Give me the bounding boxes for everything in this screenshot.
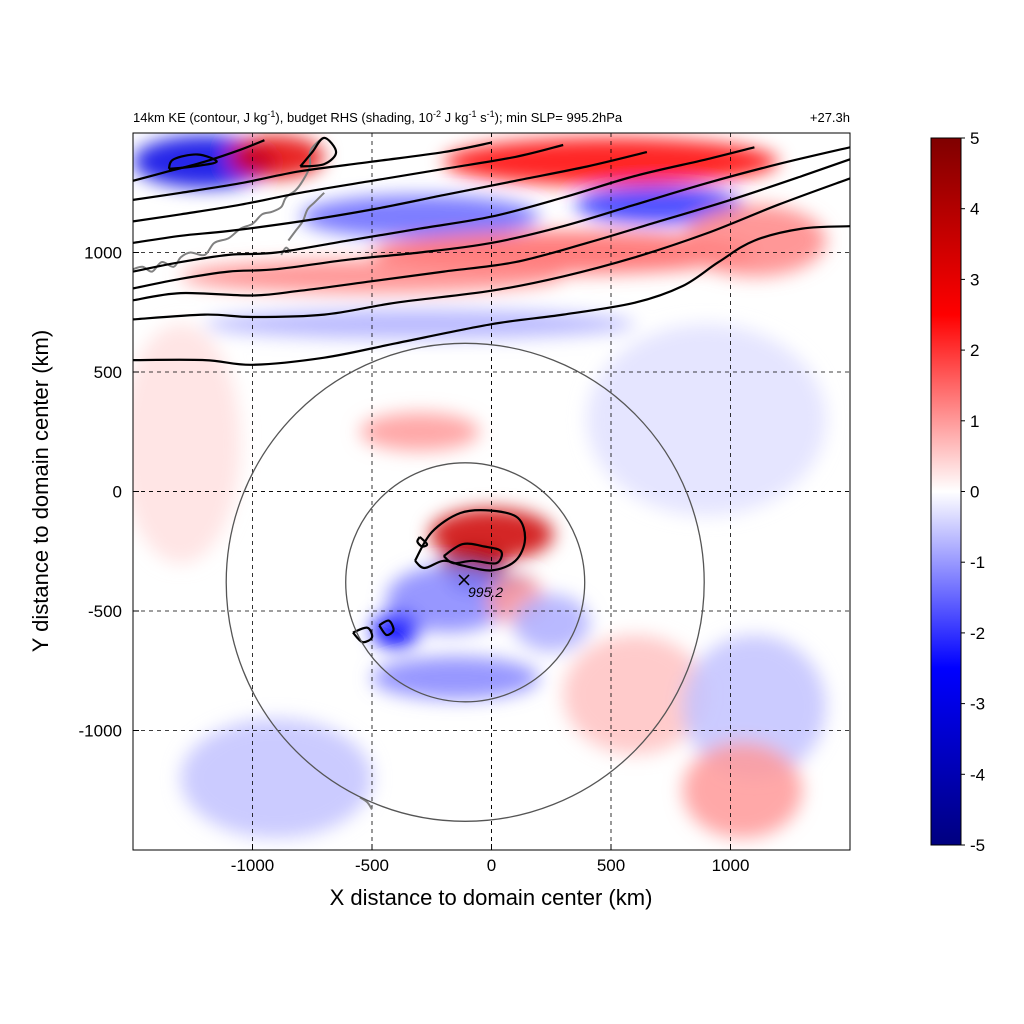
- forecast-time-label: +27.3h: [810, 110, 850, 125]
- colorbar: 5 4 3 2 1 0 -1 -2 -3 -4 -5: [930, 129, 985, 855]
- shading-region: [372, 611, 420, 650]
- y-tick-label: 500: [94, 363, 122, 382]
- ke-contour: [133, 151, 648, 244]
- ke-contour: [133, 141, 492, 201]
- shading-region: [575, 185, 743, 224]
- colorbar-tick-label: 4: [970, 200, 979, 219]
- ke-contour: [442, 542, 503, 565]
- x-tick-label: -1000: [231, 856, 274, 875]
- shading-region: [133, 324, 241, 564]
- colorbar-tick-label: -2: [970, 624, 985, 643]
- storm-center-marker: 995.2: [458, 574, 503, 600]
- shading-region: [587, 324, 827, 516]
- ke-contour: [133, 146, 850, 290]
- ke-contour: [133, 146, 755, 273]
- x-tick-labels: -1000 -500 0 500 1000: [231, 844, 750, 875]
- x-tick-label: 0: [487, 856, 496, 875]
- plot-area: 995.2: [132, 132, 851, 851]
- range-ring: [225, 342, 705, 822]
- chart-title: 14km KE (contour, J kg-1), budget RHS (s…: [133, 109, 623, 125]
- ke-contour: [133, 177, 850, 321]
- y-tick-label: -500: [88, 602, 122, 621]
- shading-region: [513, 594, 590, 652]
- colorbar-tick-label: -5: [970, 836, 985, 855]
- shading-region: [204, 309, 635, 339]
- range-rings: [225, 342, 705, 822]
- colorbar-tick-label: 5: [970, 129, 979, 148]
- shading-region: [180, 718, 372, 839]
- ke-contour: [133, 158, 850, 302]
- y-tick-labels: -1000 -500 0 500 1000: [79, 244, 139, 741]
- y-tick-label: 0: [113, 483, 122, 502]
- ke-contour-layer: [133, 136, 850, 644]
- ke-contour: [133, 225, 850, 366]
- colorbar-gradient: [930, 137, 962, 846]
- ke-contour: [299, 136, 338, 168]
- shading-region: [360, 412, 480, 451]
- y-tick-label: 1000: [84, 244, 122, 263]
- y-axis-label: Y distance to domain center (km): [28, 330, 53, 652]
- shading-region: [300, 195, 540, 239]
- x-axis-label: X distance to domain center (km): [330, 885, 653, 910]
- ke-contour: [416, 536, 429, 548]
- colorbar-tick-label: 3: [970, 270, 979, 289]
- x-tick-label: 500: [597, 856, 625, 875]
- shading-region: [386, 565, 511, 633]
- range-ring: [345, 462, 586, 703]
- ke-contour: [352, 626, 374, 644]
- storm-center-x-icon: [458, 574, 470, 586]
- ke-contour: [167, 153, 218, 170]
- min-slp-label: 995.2: [468, 584, 503, 600]
- coastline: [287, 192, 325, 242]
- ke-contour: [133, 143, 564, 223]
- y-tick-label: -1000: [79, 722, 122, 741]
- shading-region: [682, 742, 803, 839]
- ke-contour: [414, 508, 527, 572]
- colorbar-tick-label: 2: [970, 341, 979, 360]
- ke-contour: [133, 139, 265, 182]
- colorbar-tick-label: 1: [970, 412, 979, 431]
- colorbar-tick-label: -3: [970, 695, 985, 714]
- colorbar-tick-label: 0: [970, 483, 979, 502]
- shading-region: [682, 634, 827, 779]
- colorbar-tick-labels: 5 4 3 2 1 0 -1 -2 -3 -4 -5: [961, 129, 985, 855]
- shading-region: [563, 634, 707, 755]
- shading-region: [372, 656, 540, 700]
- colorbar-tick-label: -1: [970, 553, 985, 572]
- colorbar-tick-label: -4: [970, 765, 985, 784]
- x-tick-label: 1000: [712, 856, 750, 875]
- ke-contour: [378, 619, 395, 637]
- x-tick-label: -500: [355, 856, 389, 875]
